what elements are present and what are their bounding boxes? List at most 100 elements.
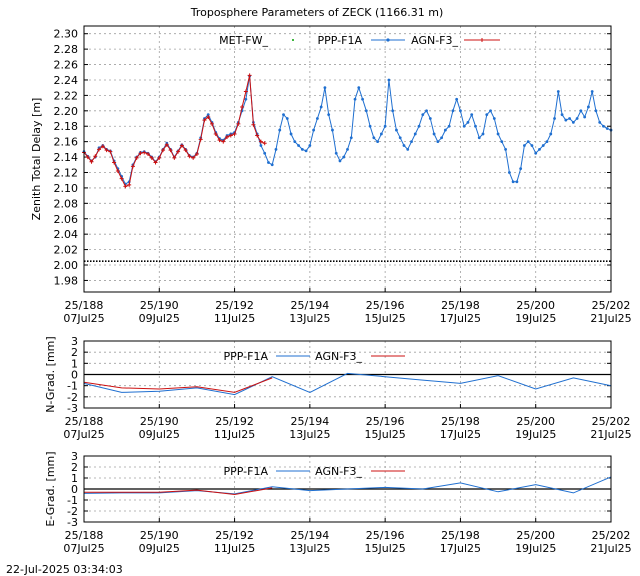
agn-data-point [138, 151, 143, 156]
legend-label: AGN-F3_ [315, 465, 362, 478]
y-tick-label: 2.26 [54, 59, 79, 72]
ppp-data-point [349, 136, 353, 140]
legend-label: PPP-F1A [224, 350, 269, 363]
ztd-panel: 1.98 2.00 2.02 2.04 2.06 2.08 2.10 2.12 2.14 2.16… [30, 25, 632, 325]
x-tick-date-label: 07Jul25 [63, 428, 104, 441]
ppp-data-point [346, 147, 349, 151]
legend-label: MET-FW_ [219, 34, 268, 47]
y-tick-label: 0 [71, 483, 78, 496]
x-tick-date-label: 17Jul25 [440, 312, 481, 325]
agn-f3-series-line [83, 377, 273, 393]
x-tick-label: 25/200 [516, 415, 555, 428]
ppp-data-point [379, 132, 383, 136]
ppp-data-point [319, 105, 323, 109]
x-tick-date-label: 19Jul25 [515, 428, 556, 441]
agn-data-point [187, 154, 192, 159]
agn-data-point [251, 122, 256, 127]
y-tick-label: 2.02 [54, 244, 79, 257]
ppp-data-point [485, 113, 489, 117]
agn-data-point [142, 150, 147, 155]
y-axis-label: Zenith Total Delay [m] [30, 98, 43, 221]
x-tick-date-label: 11Jul25 [214, 542, 255, 555]
x-tick-date-label: 17Jul25 [440, 428, 481, 441]
agn-f3-series-line [83, 75, 265, 188]
x-tick-date-label: 09Jul25 [139, 312, 180, 325]
ppp-data-point [300, 147, 304, 151]
ppp-data-point [549, 132, 553, 136]
agn-data-point [153, 160, 158, 165]
chart-title: Troposphere Parameters of ZECK (1166.31 … [190, 6, 444, 19]
y-tick-label: 2.04 [54, 228, 79, 241]
y-tick-label: 2.14 [54, 151, 79, 164]
ppp-data-point [462, 124, 466, 128]
agn-data-point [243, 89, 248, 94]
x-tick-date-label: 21Jul25 [590, 312, 631, 325]
ppp-data-point [496, 132, 500, 136]
ppp-data-point [489, 109, 492, 113]
ppp-data-point [455, 97, 459, 101]
ppp-data-point [282, 113, 285, 117]
x-tick-date-label: 13Jul25 [289, 428, 330, 441]
x-tick-date-label: 17Jul25 [440, 542, 481, 555]
ppp-data-point [267, 161, 270, 164]
legend-marker [386, 38, 390, 42]
ppp-data-point [568, 117, 571, 120]
plot-frame [83, 340, 612, 409]
x-tick-date-label: 21Jul25 [590, 428, 631, 441]
ppp-data-point [602, 124, 605, 128]
x-tick-label: 25/196 [366, 299, 405, 312]
x-tick-date-label: 11Jul25 [214, 312, 255, 325]
ppp-data-point [571, 120, 575, 124]
ppp-data-point [278, 128, 282, 132]
ppp-data-point [293, 140, 297, 144]
ppp-data-point [541, 144, 545, 147]
agn-data-point [191, 155, 196, 160]
x-tick-label: 25/190 [140, 299, 179, 312]
ppp-data-point [538, 147, 541, 151]
ppp-data-point [579, 109, 583, 113]
ppp-data-point [515, 180, 519, 184]
x-tick-date-label: 15Jul25 [365, 312, 406, 325]
ppp-data-point [466, 120, 470, 124]
footer-timestamp: 22-Jul-2025 03:34:03 [6, 563, 123, 576]
y-tick-label: 2.18 [54, 120, 79, 133]
ppp-data-point [312, 128, 316, 132]
x-tick-label: 25/198 [441, 415, 480, 428]
agn-data-point [209, 121, 214, 126]
ppp-data-point [447, 124, 451, 128]
y-tick-label: -3 [67, 516, 78, 529]
agn-data-point [134, 155, 139, 160]
ppp-data-point [244, 97, 248, 101]
x-tick-label: 25/198 [441, 299, 480, 312]
y-tick-label: 2.12 [54, 166, 79, 179]
x-tick-date-label: 15Jul25 [365, 428, 406, 441]
agn-data-point [172, 155, 177, 160]
ppp-data-point [308, 144, 312, 147]
ppp-data-point [598, 120, 602, 124]
x-tick-date-label: 07Jul25 [63, 312, 104, 325]
y-tick-label: -1 [67, 380, 78, 393]
x-tick-label: 25/194 [291, 415, 330, 428]
ppp-data-point [383, 124, 387, 128]
x-tick-label: 25/192 [215, 529, 254, 542]
ppp-data-point [327, 113, 331, 117]
y-tick-label: 3 [71, 335, 78, 348]
agn-data-point [149, 155, 154, 160]
ppp-data-point [270, 163, 274, 167]
agn-data-point [85, 155, 90, 160]
agn-data-point [179, 143, 184, 148]
agn-data-point [236, 121, 241, 126]
agn-data-point [100, 144, 105, 149]
ppp-data-point [605, 127, 609, 130]
agn-data-point [157, 155, 162, 160]
x-tick-label: 25/198 [441, 529, 480, 542]
ppp-data-point [560, 113, 564, 117]
legend-label: PPP-F1A [224, 465, 269, 478]
x-tick-label: 25/202 [592, 415, 631, 428]
agn-data-point [112, 160, 117, 165]
x-tick-label: 25/192 [215, 299, 254, 312]
x-tick-date-label: 07Jul25 [63, 542, 104, 555]
agn-data-point [198, 137, 203, 142]
agn-data-point [123, 184, 128, 189]
